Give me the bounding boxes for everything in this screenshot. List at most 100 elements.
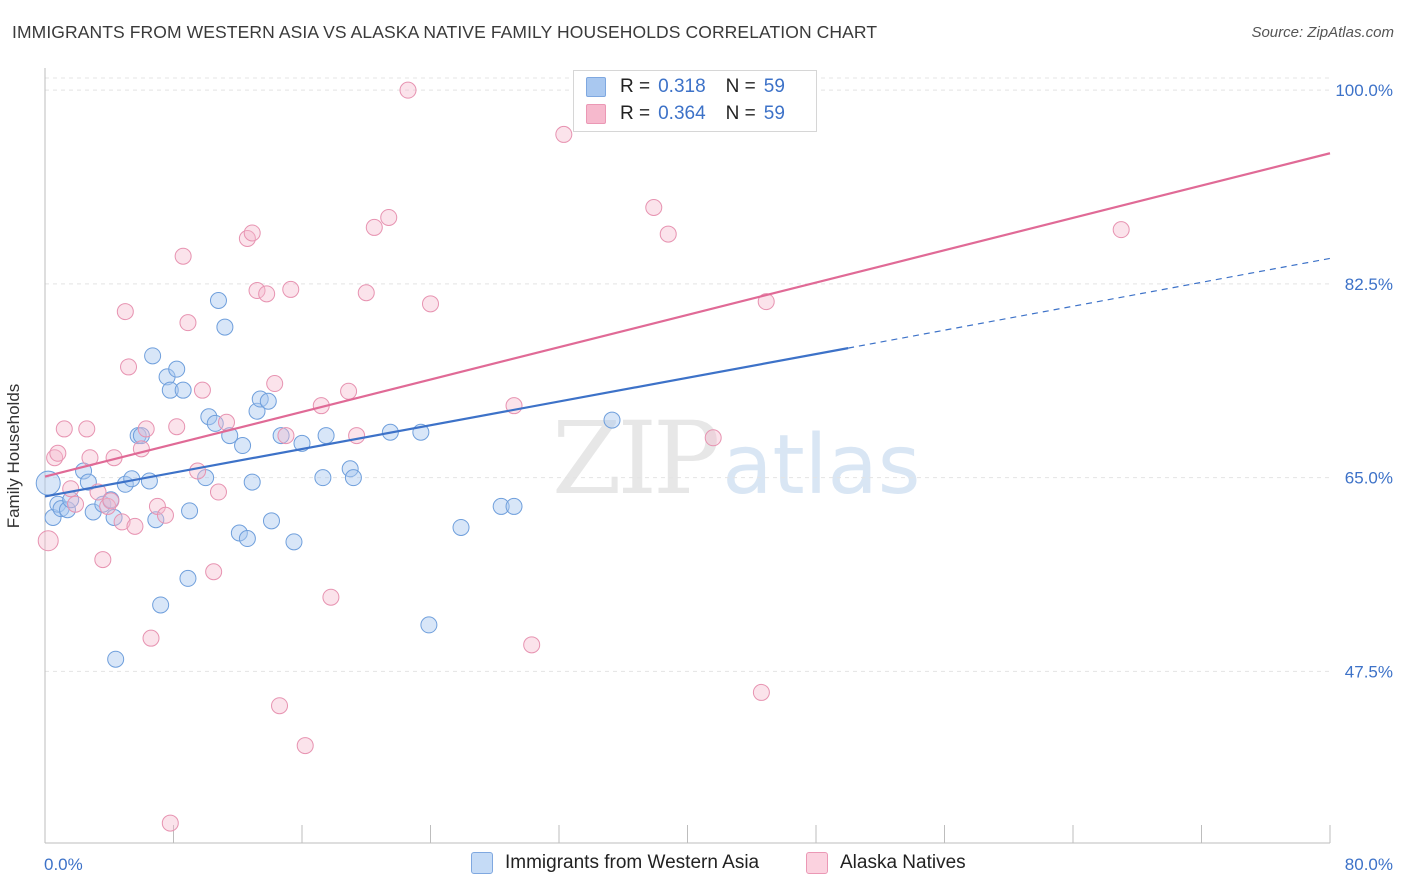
- trendline-western-asia: [44, 347, 849, 498]
- point-western-asia: [174, 381, 192, 399]
- point-alaska-natives: [94, 551, 112, 569]
- point-alaska-natives: [205, 563, 223, 581]
- point-alaska-natives: [555, 125, 573, 143]
- point-western-asia: [243, 473, 261, 491]
- point-alaska-natives: [248, 282, 266, 300]
- legend-swatch-pink: [806, 852, 828, 874]
- point-western-asia: [492, 497, 510, 515]
- point-western-asia: [285, 533, 303, 551]
- point-western-asia: [452, 518, 470, 536]
- point-alaska-natives: [116, 303, 134, 321]
- point-western-asia: [200, 408, 218, 426]
- stats-legend: R = 0.318 N = 59 R = 0.364 N = 59: [573, 70, 817, 132]
- legend-swatch-pink: [586, 104, 606, 124]
- legend-series-label: Alaska Natives: [840, 852, 966, 873]
- point-western-asia: [107, 650, 125, 668]
- point-western-asia: [420, 616, 438, 634]
- point-western-asia: [259, 392, 277, 410]
- point-alaska-natives: [193, 381, 211, 399]
- point-alaska-natives: [120, 358, 138, 376]
- x-tick-label-right: 80.0%: [1345, 855, 1393, 874]
- legend-swatch-blue: [586, 77, 606, 97]
- point-alaska-natives: [348, 427, 366, 445]
- legend-series-label: Immigrants from Western Asia: [505, 852, 760, 873]
- legend-n-value: 59: [763, 76, 785, 97]
- source-label: Source: ZipAtlas.com: [1251, 24, 1394, 41]
- point-alaska-natives: [277, 427, 295, 445]
- point-alaska-natives: [422, 295, 439, 313]
- point-alaska-natives: [704, 429, 722, 447]
- legend-n-value: 59: [763, 103, 785, 124]
- point-western-asia: [105, 509, 123, 526]
- point-alaska-natives: [282, 280, 300, 298]
- point-alaska-natives: [645, 199, 663, 216]
- point-alaska-natives: [340, 382, 358, 400]
- point-western-asia: [603, 411, 621, 429]
- point-alaska-natives: [752, 683, 770, 701]
- y-tick-label: 65.0%: [1345, 469, 1393, 488]
- point-alaska-natives: [78, 420, 96, 438]
- point-western-asia: [216, 318, 234, 336]
- point-alaska-natives: [168, 418, 186, 436]
- point-alaska-natives: [238, 230, 256, 247]
- point-western-asia: [238, 530, 256, 548]
- watermark-atlas: atlas: [722, 418, 921, 513]
- point-western-asia: [272, 427, 290, 445]
- point-western-asia: [341, 460, 359, 478]
- watermark-zip: ZIP: [552, 400, 720, 517]
- point-western-asia: [161, 381, 179, 399]
- point-western-asia: [317, 427, 335, 445]
- point-alaska-natives: [271, 697, 289, 715]
- point-western-asia: [181, 502, 199, 520]
- point-western-asia: [144, 347, 162, 365]
- point-alaska-natives: [399, 81, 417, 99]
- point-western-asia: [152, 596, 170, 614]
- point-alaska-natives: [243, 224, 261, 242]
- legend-n-label: N =: [725, 103, 756, 124]
- point-alaska-natives: [137, 420, 155, 438]
- point-alaska-natives: [380, 208, 398, 226]
- point-alaska-natives: [659, 225, 677, 243]
- point-alaska-natives: [179, 314, 197, 332]
- legend-item-alaska-natives[interactable]: Alaska Natives: [806, 852, 966, 874]
- point-western-asia: [344, 469, 362, 487]
- point-alaska-natives: [365, 218, 383, 236]
- y-tick-label: 100.0%: [1335, 81, 1393, 100]
- trendline-alaska-natives: [44, 152, 1331, 478]
- point-alaska-natives: [49, 444, 67, 462]
- point-alaska-natives: [67, 495, 85, 513]
- point-alaska-natives: [357, 284, 375, 302]
- point-alaska-natives: [156, 506, 174, 524]
- point-alaska-natives: [296, 737, 314, 755]
- legend-row-western-asia: R = 0.318 N = 59: [586, 75, 785, 99]
- legend-r-value: 0.364: [658, 103, 706, 124]
- legend-item-western-asia[interactable]: Immigrants from Western Asia: [471, 852, 759, 874]
- y-tick-label: 82.5%: [1345, 275, 1393, 294]
- point-alaska-natives: [99, 497, 117, 515]
- point-alaska-natives: [757, 293, 775, 311]
- series-legend: Immigrants from Western Asia Alaska Nati…: [0, 852, 1406, 876]
- point-alaska-natives: [209, 483, 227, 501]
- point-alaska-natives: [218, 413, 236, 431]
- x-tick-label-left: 0.0%: [44, 855, 83, 874]
- chart-title: IMMIGRANTS FROM WESTERN ASIA VS ALASKA N…: [12, 22, 878, 42]
- point-alaska-natives: [126, 517, 144, 535]
- legend-r-value: 0.318: [658, 76, 706, 97]
- point-alaska-natives: [258, 285, 276, 303]
- legend-row-alaska-natives: R = 0.364 N = 59: [586, 102, 785, 126]
- y-tick-label: 47.5%: [1345, 662, 1393, 681]
- point-alaska-natives: [322, 588, 340, 606]
- point-alaska-natives: [142, 629, 160, 647]
- point-alaska-natives: [174, 247, 192, 265]
- point-western-asia: [179, 569, 197, 587]
- point-alaska-natives: [113, 513, 131, 531]
- point-alaska-natives: [37, 530, 59, 552]
- legend-r-label: R =: [620, 76, 651, 97]
- point-western-asia: [147, 511, 165, 529]
- point-alaska-natives: [189, 462, 207, 480]
- legend-swatch-blue: [471, 852, 493, 874]
- point-alaska-natives: [102, 492, 120, 510]
- point-western-asia: [262, 512, 280, 530]
- watermark: ZIPatlas: [552, 400, 920, 517]
